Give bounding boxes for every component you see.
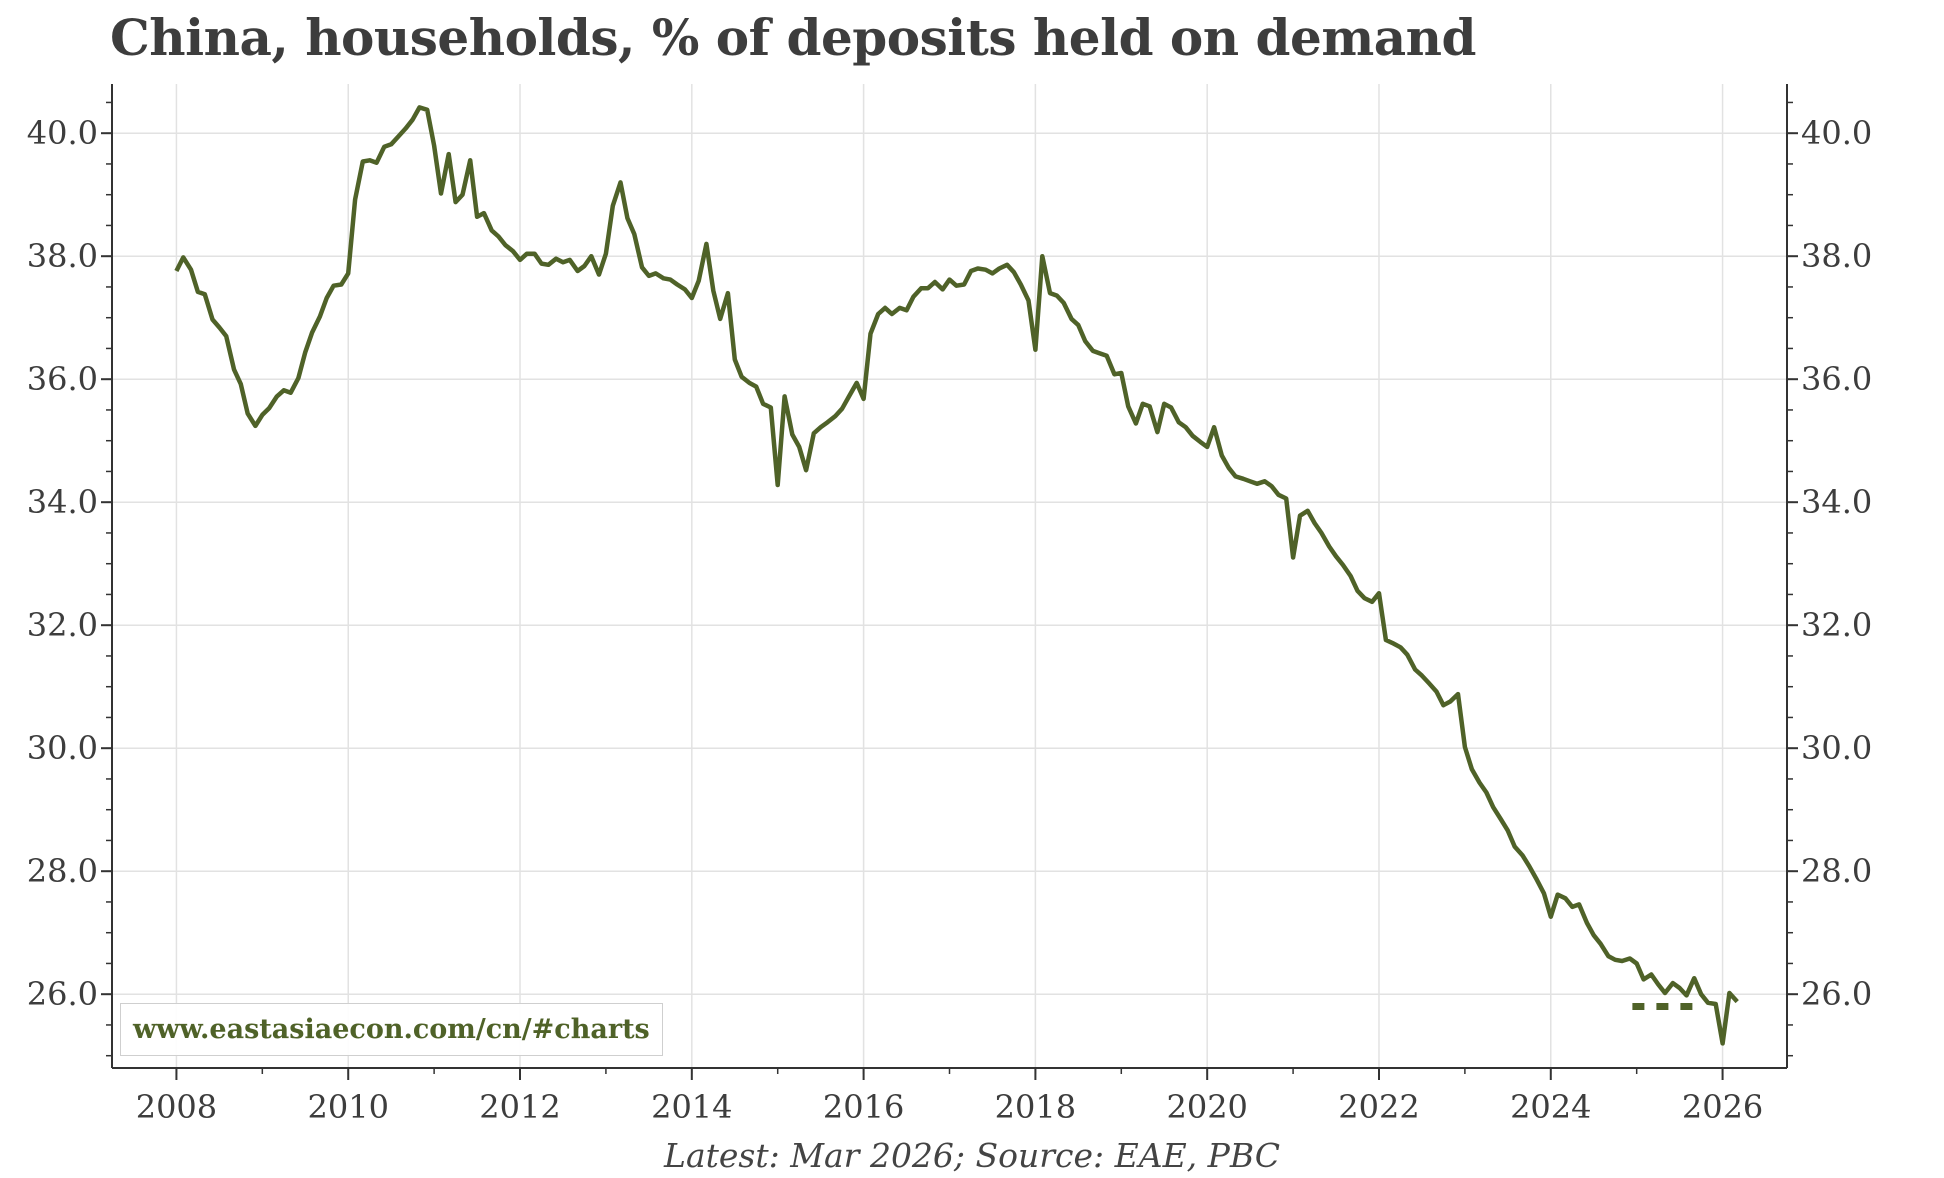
grid-lines — [112, 84, 1787, 1068]
line-chart: 26.0 26.0 28.0 28.0 30.0 30.0 32.0 32.0 34.0 34.0… — [27, 84, 1872, 1126]
series-line — [174, 105, 1739, 1046]
chart-title: China, households, % of deposits held on… — [110, 8, 1476, 67]
x-tick-label: 2022 — [1338, 1088, 1419, 1126]
x-tick-label: 2026 — [1682, 1088, 1763, 1126]
y-tick-label-left: 32.0 — [27, 606, 98, 644]
x-tick-label: 2014 — [651, 1088, 732, 1126]
x-tick-label: 2018 — [995, 1088, 1076, 1126]
y-tick-label-left: 28.0 — [27, 852, 98, 890]
y-tick-label-right: 40.0 — [1801, 114, 1872, 152]
y-tick-label-right: 36.0 — [1801, 360, 1872, 398]
source-note: Latest: Mar 2026; Source: EAE, PBC — [664, 1136, 1280, 1175]
x-tick-label: 2008 — [136, 1088, 217, 1126]
y-tick-label-right: 28.0 — [1801, 852, 1872, 890]
watermark-url: www.eastasiaecon.com/cn/#charts — [120, 1003, 663, 1056]
x-tick-label: 2020 — [1166, 1088, 1247, 1126]
axes — [111, 84, 1788, 1069]
y-tick-label-left: 40.0 — [27, 114, 98, 152]
y-tick-label-right: 34.0 — [1801, 483, 1872, 521]
x-tick-label: 2024 — [1510, 1088, 1591, 1126]
y-tick-label-left: 38.0 — [27, 237, 98, 275]
y-tick-label-left: 26.0 — [27, 975, 98, 1013]
y-tick-label-right: 30.0 — [1801, 729, 1872, 767]
x-tick-label: 2010 — [307, 1088, 388, 1126]
y-tick-label-right: 26.0 — [1801, 975, 1872, 1013]
y-tick-label-left: 36.0 — [27, 360, 98, 398]
x-tick-label: 2012 — [479, 1088, 560, 1126]
y-tick-label-left: 34.0 — [27, 483, 98, 521]
y-tick-label-right: 38.0 — [1801, 237, 1872, 275]
x-tick-label: 2016 — [823, 1088, 904, 1126]
y-tick-label-right: 32.0 — [1801, 606, 1872, 644]
axis-ticks: 26.0 26.0 28.0 28.0 30.0 30.0 32.0 32.0 34.0 34.0… — [27, 101, 1872, 1126]
series-lines — [174, 105, 1739, 1046]
y-tick-label-left: 30.0 — [27, 729, 98, 767]
